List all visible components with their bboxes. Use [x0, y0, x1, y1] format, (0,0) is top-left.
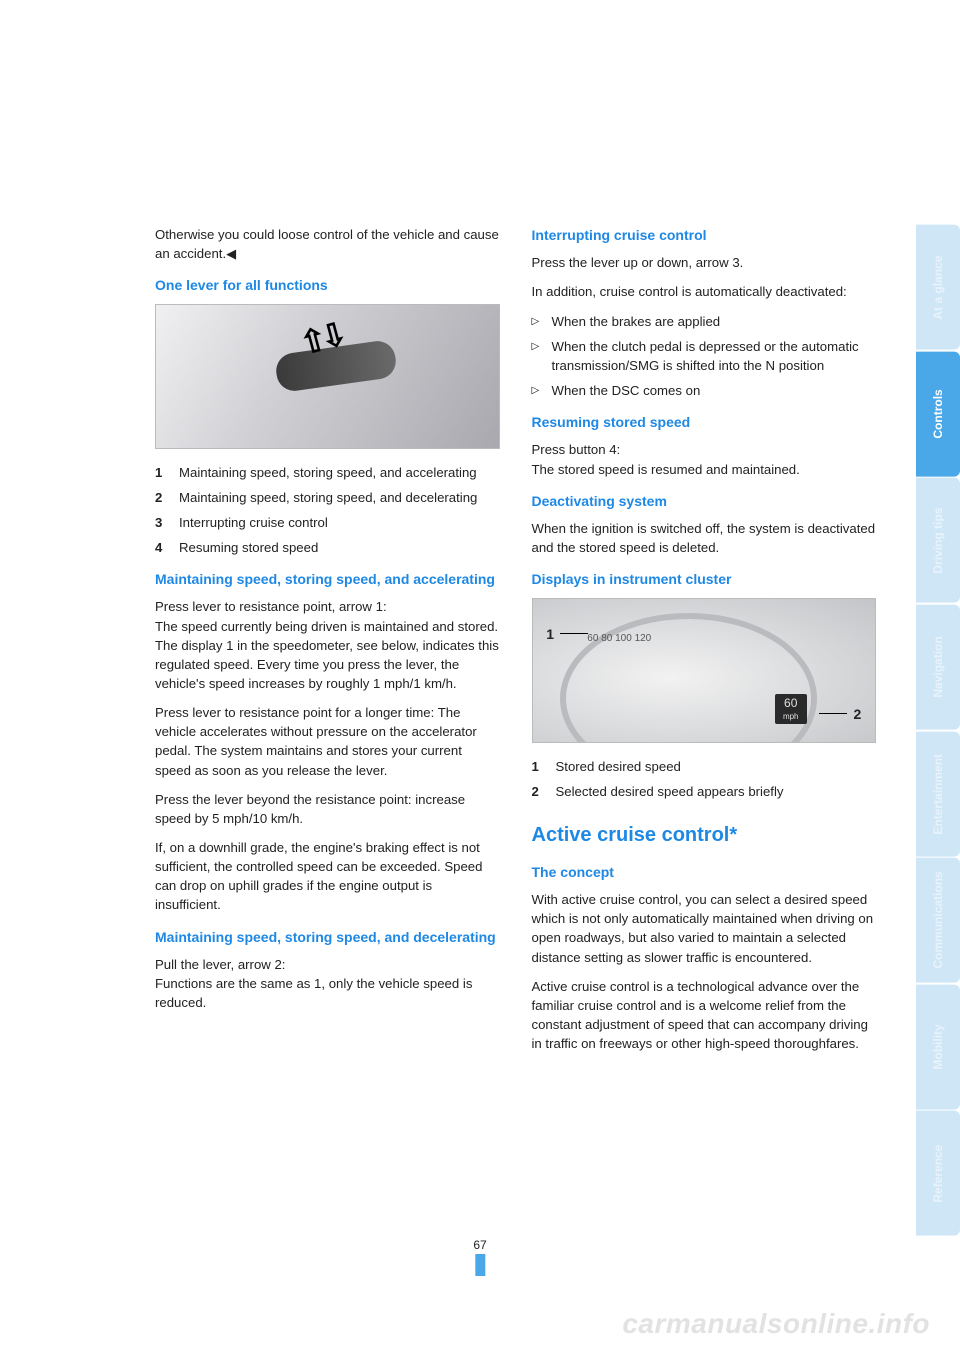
item-text: Interrupting cruise control — [179, 513, 500, 532]
callout-label-2: 2 — [854, 704, 862, 724]
body-text: When the ignition is switched off, the s… — [532, 519, 877, 557]
left-column: Otherwise you could loose control of the… — [155, 225, 500, 1358]
page-number-value: 67 — [473, 1238, 486, 1252]
heading-resuming: Resuming stored speed — [532, 412, 877, 432]
section-tab[interactable]: Entertainment — [916, 732, 960, 857]
item-text: Resuming stored speed — [179, 538, 500, 557]
heading-active-cruise: Active cruise control* — [532, 821, 877, 850]
list-item: 3 Interrupting cruise control — [155, 513, 500, 532]
body-text: In addition, cruise control is automatic… — [532, 282, 877, 301]
item-number: 3 — [155, 513, 179, 532]
lcd-display: 60 mph — [775, 694, 807, 724]
body-text: Active cruise control is a technological… — [532, 977, 877, 1054]
triangle-bullet-icon: ▷ — [532, 381, 552, 400]
heading-accelerating: Maintaining speed, storing speed, and ac… — [155, 569, 500, 589]
heading-deactivating: Deactivating system — [532, 491, 877, 511]
section-tab[interactable]: Reference — [916, 1111, 960, 1236]
body-text: Press button 4: The stored speed is resu… — [532, 440, 877, 478]
lever-function-list: 1 Maintaining speed, storing speed, and … — [155, 463, 500, 558]
item-number: 2 — [532, 782, 556, 801]
section-tab[interactable]: Communications — [916, 858, 960, 983]
triangle-bullet-icon: ▷ — [532, 337, 552, 375]
section-tabs: At a glanceControlsDriving tipsNavigatio… — [916, 0, 960, 1358]
item-number: 1 — [155, 463, 179, 482]
body-text: Press the lever beyond the resistance po… — [155, 790, 500, 828]
deactivation-list: ▷ When the brakes are applied ▷ When the… — [532, 312, 877, 401]
heading-decelerating: Maintaining speed, storing speed, and de… — [155, 927, 500, 947]
item-number: 1 — [532, 757, 556, 776]
body-text: If, on a downhill grade, the engine's br… — [155, 838, 500, 915]
section-tab[interactable]: Driving tips — [916, 478, 960, 603]
list-item: 1 Stored desired speed — [532, 757, 877, 776]
cluster-legend-list: 1 Stored desired speed 2 Selected desire… — [532, 757, 877, 801]
item-number: 4 — [155, 538, 179, 557]
triangle-bullet-icon: ▷ — [532, 312, 552, 331]
figure-instrument-cluster: 60 80 100 120 1 60 mph 2 — [532, 598, 877, 743]
section-tab[interactable]: Navigation — [916, 605, 960, 730]
item-text: Maintaining speed, storing speed, and ac… — [179, 463, 500, 482]
lcd-unit: mph — [783, 712, 799, 721]
item-text: Maintaining speed, storing speed, and de… — [179, 488, 500, 507]
body-text: Pull the lever, arrow 2: Functions are t… — [155, 955, 500, 1012]
item-text: When the clutch pedal is depressed or th… — [552, 337, 877, 375]
list-item: 2 Selected desired speed appears briefly — [532, 782, 877, 801]
lcd-speed: 60 — [784, 696, 797, 710]
list-item: ▷ When the clutch pedal is depressed or … — [532, 337, 877, 375]
heading-one-lever: One lever for all functions — [155, 275, 500, 295]
lever-arrows-icon: ⇧⇩ — [295, 311, 347, 367]
intro-text: Otherwise you could loose control of the… — [155, 225, 500, 263]
right-column: Interrupting cruise control Press the le… — [532, 225, 877, 1358]
manual-page: Otherwise you could loose control of the… — [0, 0, 960, 1358]
item-number: 2 — [155, 488, 179, 507]
section-tab[interactable]: Mobility — [916, 985, 960, 1110]
heading-concept: The concept — [532, 862, 877, 882]
item-text: When the DSC comes on — [552, 381, 877, 400]
heading-displays: Displays in instrument cluster — [532, 569, 877, 589]
item-text: Stored desired speed — [556, 757, 877, 776]
section-tab[interactable]: At a glance — [916, 225, 960, 350]
body-text: Press lever to resistance point for a lo… — [155, 703, 500, 780]
list-item: 4 Resuming stored speed — [155, 538, 500, 557]
heading-interrupting: Interrupting cruise control — [532, 225, 877, 245]
body-text: Press the lever up or down, arrow 3. — [532, 253, 877, 272]
section-tab[interactable]: Controls — [916, 352, 960, 477]
list-item: 1 Maintaining speed, storing speed, and … — [155, 463, 500, 482]
body-text: Press lever to resistance point, arrow 1… — [155, 597, 500, 693]
page-number-bar-icon — [475, 1254, 485, 1276]
callout-label-1: 1 — [546, 624, 554, 644]
page-number: 67 — [473, 1238, 486, 1276]
item-text: Selected desired speed appears briefly — [556, 782, 877, 801]
watermark: carmanualsonline.info — [622, 1308, 930, 1340]
content-area: Otherwise you could loose control of the… — [0, 0, 916, 1358]
item-text: When the brakes are applied — [552, 312, 877, 331]
list-item: 2 Maintaining speed, storing speed, and … — [155, 488, 500, 507]
body-text: With active cruise control, you can sele… — [532, 890, 877, 967]
list-item: ▷ When the brakes are applied — [532, 312, 877, 331]
speedometer-ticks: 60 80 100 120 — [587, 630, 651, 648]
list-item: ▷ When the DSC comes on — [532, 381, 877, 400]
figure-lever: ⇧⇩ — [155, 304, 500, 449]
